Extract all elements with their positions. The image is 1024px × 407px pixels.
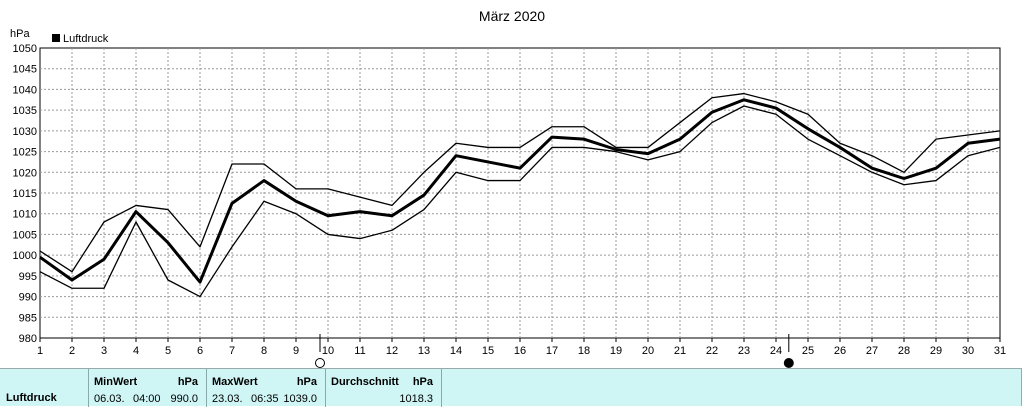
stats-row-label: Luftdruck bbox=[6, 392, 57, 404]
average-label: Durchschnitt bbox=[331, 376, 399, 388]
full-moon-icon bbox=[315, 358, 325, 368]
new-moon-icon bbox=[783, 358, 794, 368]
x-tick-label: 4 bbox=[133, 345, 139, 357]
x-tick-label: 26 bbox=[834, 345, 846, 357]
min-label: MinWert bbox=[94, 376, 138, 388]
x-tick-label: 3 bbox=[101, 345, 107, 357]
x-tick-label: 30 bbox=[962, 345, 974, 357]
max-date: 23.03. bbox=[212, 393, 243, 405]
y-tick-label: 1025 bbox=[13, 147, 37, 159]
chart-title: März 2020 bbox=[479, 8, 545, 24]
x-tick-label: 20 bbox=[642, 345, 654, 357]
average-cell: Durchschnitt hPa 1018.3 bbox=[326, 369, 442, 407]
x-tick-label: 16 bbox=[514, 345, 526, 357]
x-tick-label: 19 bbox=[610, 345, 622, 357]
max-value-cell: MaxWert hPa 23.03. 06:35 1039.0 bbox=[207, 369, 326, 407]
y-tick-label: 980 bbox=[19, 333, 37, 345]
pressure-chart: März 2020 hPa Luftdruck 9809859909951000… bbox=[10, 8, 1006, 368]
y-tick-label: 995 bbox=[19, 271, 37, 283]
x-tick-label: 8 bbox=[261, 345, 267, 357]
y-axis-unit: hPa bbox=[10, 28, 30, 40]
series-line-min bbox=[39, 105, 1001, 298]
average-value: 1018.3 bbox=[399, 393, 433, 405]
y-tick-label: 990 bbox=[19, 292, 37, 304]
x-tick-label: 18 bbox=[578, 345, 590, 357]
x-tick-label: 25 bbox=[802, 345, 814, 357]
series-line-max bbox=[39, 92, 1001, 273]
y-tick-label: 1000 bbox=[13, 250, 37, 262]
max-time: 06:35 bbox=[251, 393, 279, 405]
max-label: MaxWert bbox=[212, 376, 258, 388]
x-tick-label: 28 bbox=[898, 345, 910, 357]
y-tick-label: 1005 bbox=[13, 229, 37, 241]
x-tick-label: 15 bbox=[482, 345, 494, 357]
stats-row-label-cell: Luftdruck bbox=[0, 369, 89, 407]
legend-label: Luftdruck bbox=[63, 33, 109, 45]
x-tick-label: 11 bbox=[354, 345, 365, 357]
y-tick-label: 1020 bbox=[13, 167, 37, 179]
y-tick-label: 1010 bbox=[13, 209, 37, 221]
series-line-avg bbox=[39, 98, 1001, 284]
x-tick-label: 23 bbox=[738, 345, 750, 357]
statistics-bar: Luftdruck MinWert hPa 06.03. 04:00 990.0… bbox=[0, 368, 1024, 407]
x-tick-label: 17 bbox=[546, 345, 558, 357]
max-unit: hPa bbox=[296, 376, 317, 388]
x-tick-label: 31 bbox=[994, 345, 1006, 357]
min-date: 06.03. bbox=[94, 393, 125, 405]
x-tick-label: 22 bbox=[706, 345, 718, 357]
x-tick-label: 24 bbox=[770, 345, 782, 357]
x-tick-label: 13 bbox=[418, 345, 430, 357]
x-tick-label: 7 bbox=[229, 345, 235, 357]
x-tick-label: 21 bbox=[674, 345, 686, 357]
x-tick-label: 10 bbox=[322, 345, 334, 357]
y-tick-label: 1050 bbox=[13, 43, 37, 55]
y-tick-label: 1015 bbox=[13, 188, 37, 200]
x-tick-label: 2 bbox=[69, 345, 75, 357]
x-tick-label: 27 bbox=[866, 345, 878, 357]
x-tick-label: 14 bbox=[450, 345, 462, 357]
x-tick-label: 29 bbox=[930, 345, 942, 357]
x-tick-label: 12 bbox=[386, 345, 398, 357]
max-value: 1039.0 bbox=[283, 393, 317, 405]
average-unit: hPa bbox=[412, 376, 433, 388]
legend-swatch bbox=[52, 34, 60, 42]
x-tick-label: 5 bbox=[165, 345, 171, 357]
y-tick-label: 1035 bbox=[13, 105, 37, 117]
x-tick-label: 1 bbox=[37, 345, 43, 357]
x-tick-label: 9 bbox=[293, 345, 299, 357]
x-tick-label: 6 bbox=[197, 345, 203, 357]
y-tick-label: 1045 bbox=[13, 64, 37, 76]
min-value-cell: MinWert hPa 06.03. 04:00 990.0 bbox=[89, 369, 207, 407]
min-time: 04:00 bbox=[133, 393, 161, 405]
y-tick-label: 1030 bbox=[13, 126, 37, 138]
y-tick-label: 1040 bbox=[13, 84, 37, 96]
min-unit: hPa bbox=[177, 376, 198, 388]
min-value: 990.0 bbox=[170, 393, 198, 405]
y-tick-label: 985 bbox=[19, 312, 37, 324]
statistics-panel: Luftdruck MinWert hPa 06.03. 04:00 990.0… bbox=[0, 368, 1022, 407]
